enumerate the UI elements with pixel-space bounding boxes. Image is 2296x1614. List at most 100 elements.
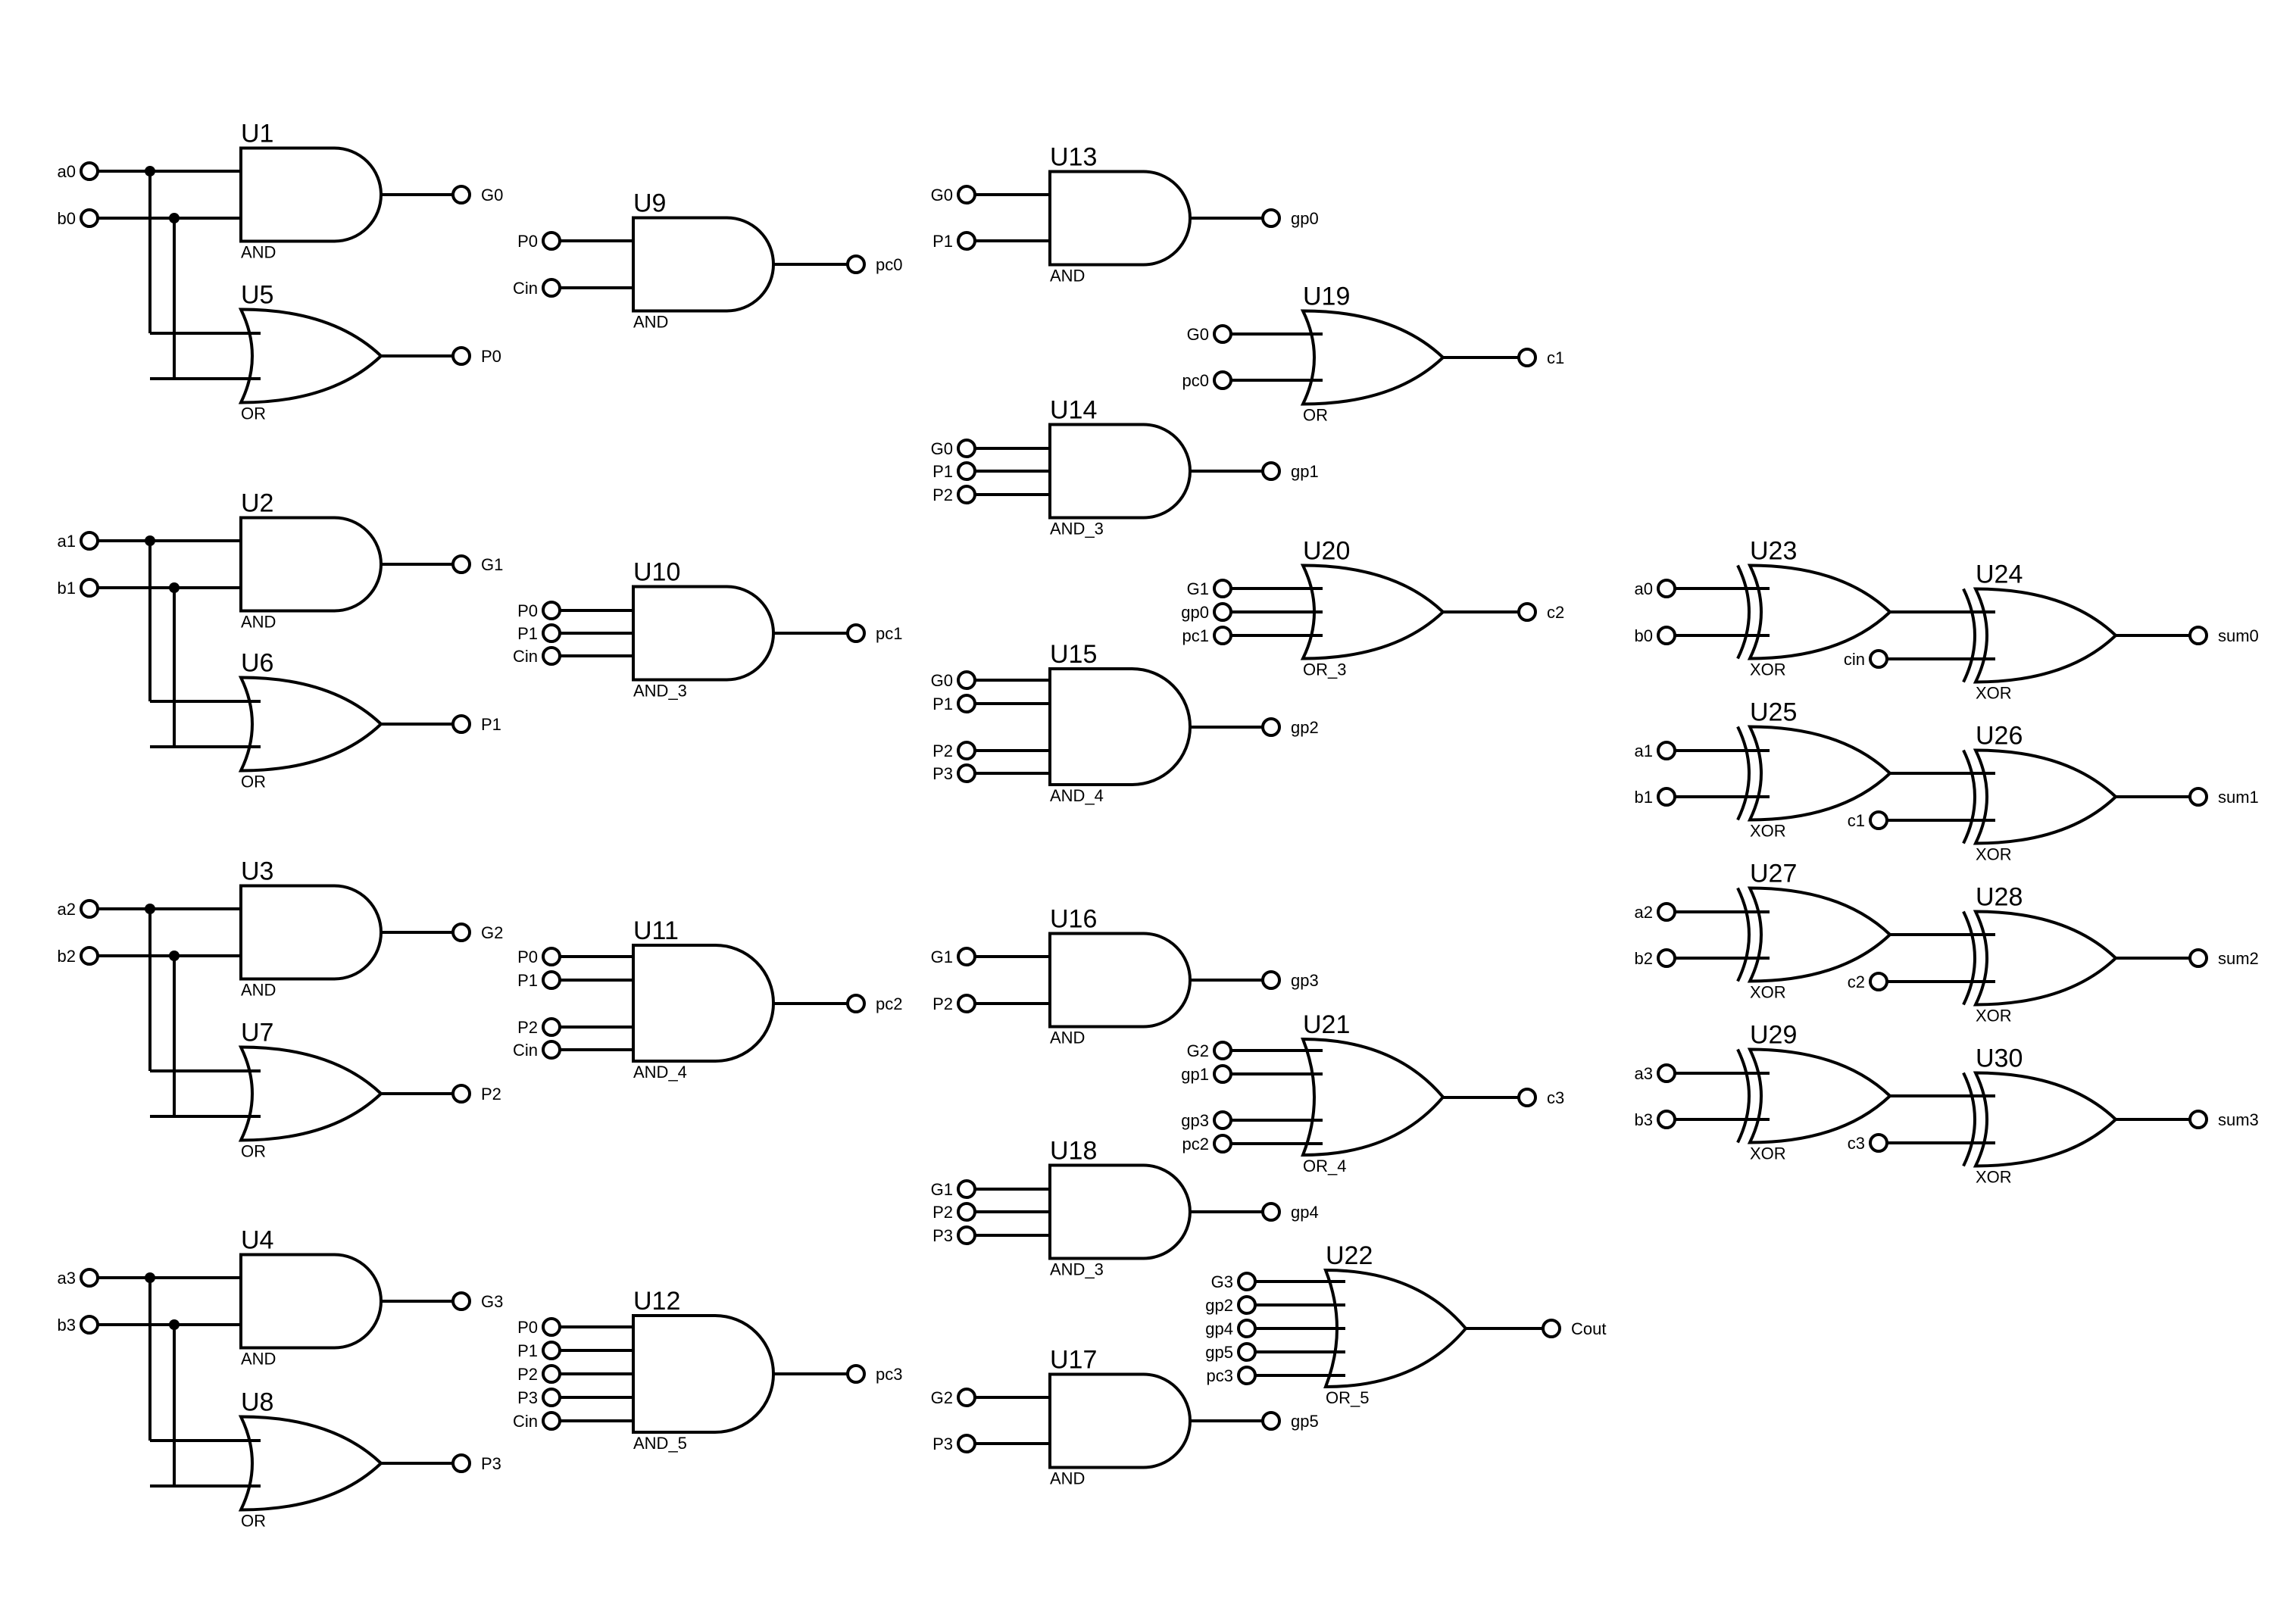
- gate-u21[interactable]: U21 OR_4 G2 gp1 gp3 pc2 c3: [1181, 1010, 1564, 1175]
- input-port[interactable]: [1213, 1110, 1232, 1130]
- gate-u10[interactable]: U10 AND_3 P0 P1 Cin pc1: [513, 558, 903, 701]
- input-port[interactable]: [1237, 1366, 1257, 1385]
- input-port[interactable]: [542, 623, 561, 643]
- input-port[interactable]: [957, 947, 976, 966]
- input-port[interactable]: [1657, 902, 1676, 922]
- input-port[interactable]: [80, 1268, 99, 1288]
- input-port[interactable]: [1657, 1063, 1676, 1083]
- output-port[interactable]: [1261, 1202, 1281, 1222]
- gate-u28[interactable]: U28 XOR c2 sum2: [1848, 883, 2259, 1026]
- output-port[interactable]: [1261, 717, 1281, 737]
- input-port[interactable]: [1657, 787, 1676, 807]
- input-port[interactable]: [957, 1202, 976, 1222]
- output-port[interactable]: [1261, 461, 1281, 481]
- gate-u4[interactable]: U4 AND a3 b3 G3: [58, 1226, 504, 1369]
- input-port[interactable]: [1237, 1272, 1257, 1291]
- input-port[interactable]: [542, 1017, 561, 1037]
- gate-u19[interactable]: U19 OR G0 pc0 c1: [1182, 283, 1565, 425]
- input-port[interactable]: [542, 1040, 561, 1060]
- output-port[interactable]: [1542, 1319, 1561, 1338]
- output-port[interactable]: [1517, 602, 1537, 622]
- input-port[interactable]: [957, 185, 976, 204]
- gate-u29[interactable]: U29 XOR a3 b3: [1635, 1021, 1981, 1163]
- gate-u1[interactable]: U1 AND a0 b0 G0: [58, 120, 504, 262]
- output-port[interactable]: [451, 554, 471, 574]
- input-port[interactable]: [1657, 741, 1676, 760]
- gate-u9[interactable]: U9 AND P0 Cin pc0: [513, 189, 903, 332]
- gate-u16[interactable]: U16 AND G1 P2 gp3: [931, 905, 1319, 1047]
- gate-u2[interactable]: U2 AND a1 b1 G1: [58, 489, 504, 632]
- input-port[interactable]: [957, 1225, 976, 1245]
- gate-u7[interactable]: U7 OR P2: [150, 1019, 501, 1161]
- input-port[interactable]: [957, 1388, 976, 1407]
- input-port[interactable]: [542, 970, 561, 990]
- input-port[interactable]: [1237, 1295, 1257, 1315]
- input-port[interactable]: [1213, 579, 1232, 598]
- input-port[interactable]: [957, 485, 976, 504]
- gate-u8[interactable]: U8 OR P3: [150, 1388, 501, 1531]
- gate-u22[interactable]: U22 OR_5 G3 gp2 gp4 gp5 pc3 Cout: [1205, 1241, 1606, 1407]
- input-port[interactable]: [1213, 1064, 1232, 1084]
- input-port[interactable]: [957, 461, 976, 481]
- input-port[interactable]: [80, 208, 99, 228]
- output-port[interactable]: [451, 923, 471, 942]
- input-port[interactable]: [957, 763, 976, 783]
- output-port[interactable]: [2188, 626, 2208, 645]
- input-port[interactable]: [1657, 948, 1676, 968]
- gate-u6[interactable]: U6 OR P1: [150, 649, 501, 791]
- output-port[interactable]: [2188, 787, 2208, 807]
- input-port[interactable]: [1237, 1342, 1257, 1362]
- output-port[interactable]: [451, 346, 471, 366]
- input-port[interactable]: [957, 741, 976, 760]
- output-port[interactable]: [1517, 348, 1537, 367]
- gate-u15[interactable]: U15 AND_4 G0 P1 P2 P3 gp2: [931, 640, 1319, 805]
- input-port[interactable]: [957, 439, 976, 458]
- gate-u14[interactable]: U14 AND_3 G0 P1 P2 gp1: [931, 396, 1319, 539]
- gate-u3[interactable]: U3 AND a2 b2 G2: [58, 857, 504, 1000]
- output-port[interactable]: [846, 254, 866, 274]
- input-port[interactable]: [1213, 626, 1232, 645]
- gate-u11[interactable]: U11 AND_4 P0 P1 P2 Cin pc2: [513, 916, 903, 1082]
- output-port[interactable]: [451, 714, 471, 734]
- gate-u5[interactable]: U5 OR P0: [150, 281, 501, 423]
- input-port[interactable]: [542, 1364, 561, 1384]
- input-port[interactable]: [542, 1411, 561, 1431]
- output-port[interactable]: [846, 623, 866, 643]
- input-port[interactable]: [1213, 1041, 1232, 1060]
- input-port[interactable]: [1869, 649, 1888, 669]
- output-port[interactable]: [1261, 208, 1281, 228]
- gate-u13[interactable]: U13 AND G0 P1 gp0: [931, 143, 1319, 286]
- output-port[interactable]: [451, 185, 471, 204]
- gate-u30[interactable]: U30 XOR c3 sum3: [1848, 1044, 2259, 1187]
- input-port[interactable]: [80, 1315, 99, 1335]
- gate-u12[interactable]: U12 AND_5 P0 P1 P2 P3 Cin pc3: [513, 1287, 903, 1453]
- output-port[interactable]: [846, 994, 866, 1013]
- gate-u25[interactable]: U25 XOR a1 b1: [1635, 698, 1981, 841]
- output-port[interactable]: [2188, 1110, 2208, 1129]
- input-port[interactable]: [542, 601, 561, 620]
- output-port[interactable]: [1261, 970, 1281, 990]
- output-port[interactable]: [451, 1291, 471, 1311]
- output-port[interactable]: [451, 1084, 471, 1104]
- input-port[interactable]: [542, 1317, 561, 1337]
- input-port[interactable]: [80, 899, 99, 919]
- input-port[interactable]: [1869, 1133, 1888, 1153]
- output-port[interactable]: [1517, 1088, 1537, 1107]
- input-port[interactable]: [542, 947, 561, 966]
- input-port[interactable]: [1657, 1110, 1676, 1129]
- input-port[interactable]: [80, 946, 99, 966]
- input-port[interactable]: [542, 278, 561, 298]
- input-port[interactable]: [1213, 324, 1232, 344]
- input-port[interactable]: [1869, 972, 1888, 991]
- gate-u18[interactable]: U18 AND_3 G1 P2 P3 gp4: [931, 1137, 1319, 1279]
- input-port[interactable]: [1213, 602, 1232, 622]
- output-port[interactable]: [846, 1364, 866, 1384]
- output-port[interactable]: [451, 1453, 471, 1473]
- output-port[interactable]: [2188, 948, 2208, 968]
- input-port[interactable]: [542, 646, 561, 666]
- input-port[interactable]: [957, 1434, 976, 1453]
- input-port[interactable]: [542, 1388, 561, 1407]
- input-port[interactable]: [957, 694, 976, 713]
- gate-u24[interactable]: U24 XOR cin sum0: [1844, 560, 2259, 703]
- input-port[interactable]: [957, 231, 976, 251]
